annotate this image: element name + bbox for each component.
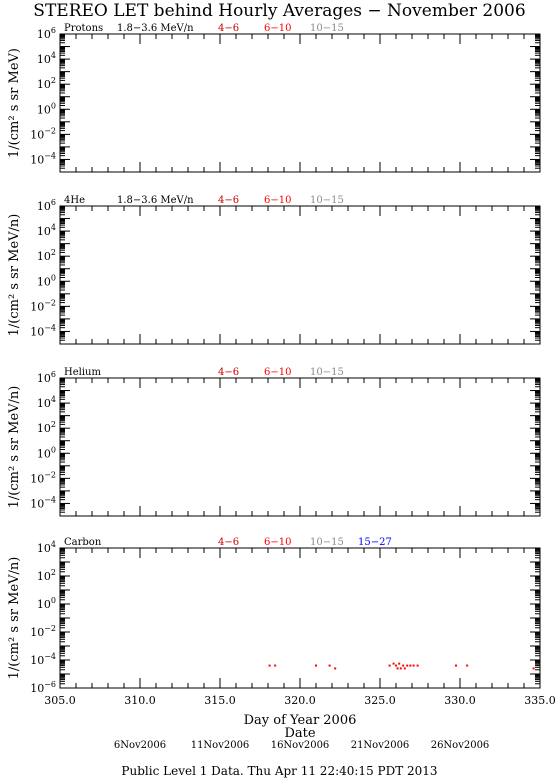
y-axis-label: 1/(cm² s sr MeV/n) — [7, 557, 22, 680]
y-axis-label: 1/(cm² s sr MeV) — [7, 48, 22, 158]
y-tick-label: 10−6 — [30, 680, 56, 695]
y-tick-label: 102 — [37, 568, 56, 583]
y-tick-label: 10−2 — [30, 126, 56, 141]
y-tick-label: 104 — [37, 395, 56, 410]
x-tick-label: 335.0 — [524, 694, 556, 707]
energy-range-label: 15−27 — [358, 537, 392, 548]
data-point — [315, 664, 317, 667]
y-tick-label: 10−4 — [30, 323, 56, 338]
y-tick-label: 100 — [37, 596, 56, 611]
data-point — [466, 664, 469, 667]
date-tick-label: 11Nov2006 — [191, 740, 250, 751]
data-point — [334, 667, 337, 670]
y-tick-label: 106 — [37, 198, 56, 213]
plot-frame — [59, 547, 541, 689]
x-tick-label: 305.0 — [44, 694, 76, 707]
data-point — [399, 667, 402, 670]
date-axis-label: Date — [284, 726, 315, 741]
plot-frame — [59, 205, 541, 345]
plot-frame — [59, 33, 541, 173]
panel-helium: 106 104 102 100 10−2 10−4 1/(cm² s sr MeV/n) He… — [7, 367, 541, 517]
species-label: Carbon — [64, 537, 102, 548]
data-point — [274, 664, 277, 667]
y-tick-label: 100 — [37, 445, 56, 460]
data-point — [416, 664, 419, 667]
date-tick-label: 26Nov2006 — [431, 740, 490, 751]
energy-label: 1.8−3.6 MeV/n — [117, 195, 194, 206]
panel-carbon: 104 102 100 10−2 10−4 10−6 1/(cm² s sr MeV/n) C… — [7, 537, 556, 751]
energy-range-label: 4−6 — [218, 537, 239, 548]
panel-protons: 106 104 102 100 10−2 10−4 1/(cm² s sr MeV) Prot… — [7, 23, 541, 173]
page-title: STEREO LET behind Hourly Averages − Nove… — [33, 1, 526, 21]
y-tick-label: 102 — [37, 248, 56, 263]
data-point — [403, 667, 406, 670]
species-label: Protons — [64, 23, 103, 34]
y-tick-label: 104 — [37, 223, 56, 238]
species-label: 4He — [64, 195, 85, 206]
y-tick-label: 10−2 — [30, 298, 56, 313]
y-tick-label: 102 — [37, 76, 56, 91]
data-point — [402, 664, 405, 667]
data-point — [395, 664, 397, 667]
species-label: Helium — [64, 367, 101, 378]
energy-range-label: 10−15 — [310, 23, 344, 34]
energy-range-label: 6−10 — [264, 537, 291, 548]
y-tick-label: 100 — [37, 101, 56, 116]
x-tick-label: 320.0 — [284, 694, 316, 707]
date-tick-label: 16Nov2006 — [271, 740, 330, 751]
data-point — [455, 664, 457, 667]
x-axis-label: Day of Year 2006 — [244, 713, 357, 728]
y-tick-label: 10−4 — [30, 495, 56, 510]
x-tick-label: 330.0 — [444, 694, 476, 707]
energy-range-label: 6−10 — [264, 367, 291, 378]
y-axis-label: 1/(cm² s sr MeV/n) — [7, 386, 22, 509]
data-point — [328, 664, 331, 667]
energy-range-label: 6−10 — [264, 195, 291, 206]
data-point — [412, 664, 415, 667]
data-point — [268, 664, 271, 667]
energy-range-label: 10−15 — [310, 537, 344, 548]
y-tick-label: 106 — [37, 370, 56, 385]
energy-range-label: 4−6 — [218, 23, 239, 34]
footer-text: Public Level 1 Data. Thu Apr 11 22:40:15… — [121, 764, 438, 778]
panel-he4: 106 104 102 100 10−2 10−4 1/(cm² s sr MeV/n) 4H… — [7, 195, 541, 345]
date-tick-label: 6Nov2006 — [114, 740, 166, 751]
y-tick-label: 102 — [37, 420, 56, 435]
plot-frame — [59, 377, 541, 517]
x-tick-label: 315.0 — [204, 694, 236, 707]
y-tick-label: 100 — [37, 273, 56, 288]
date-tick-label: 21Nov2006 — [351, 740, 410, 751]
y-tick-label: 10−4 — [30, 151, 56, 166]
energy-range-label: 10−15 — [310, 195, 344, 206]
y-tick-label: 104 — [37, 540, 56, 555]
energy-range-label: 6−10 — [264, 23, 291, 34]
y-tick-label: 106 — [37, 26, 56, 41]
energy-range-label: 10−15 — [310, 367, 344, 378]
y-tick-label: 10−2 — [30, 470, 56, 485]
data-point — [409, 664, 412, 667]
energy-range-label: 4−6 — [218, 195, 239, 206]
energy-range-label: 4−6 — [218, 367, 239, 378]
x-tick-label: 325.0 — [364, 694, 396, 707]
y-tick-label: 10−2 — [30, 624, 56, 639]
data-point — [406, 664, 409, 667]
data-point — [396, 667, 399, 670]
data-point — [388, 664, 391, 667]
y-tick-label: 104 — [37, 51, 56, 66]
energy-label: 1.8−3.6 MeV/n — [117, 23, 194, 34]
x-tick-label: 310.0 — [124, 694, 156, 707]
y-axis-label: 1/(cm² s sr MeV/n) — [7, 214, 22, 337]
y-tick-label: 10−4 — [30, 652, 56, 667]
data-point — [392, 662, 395, 665]
data-point — [398, 662, 401, 665]
data-point — [532, 667, 535, 670]
